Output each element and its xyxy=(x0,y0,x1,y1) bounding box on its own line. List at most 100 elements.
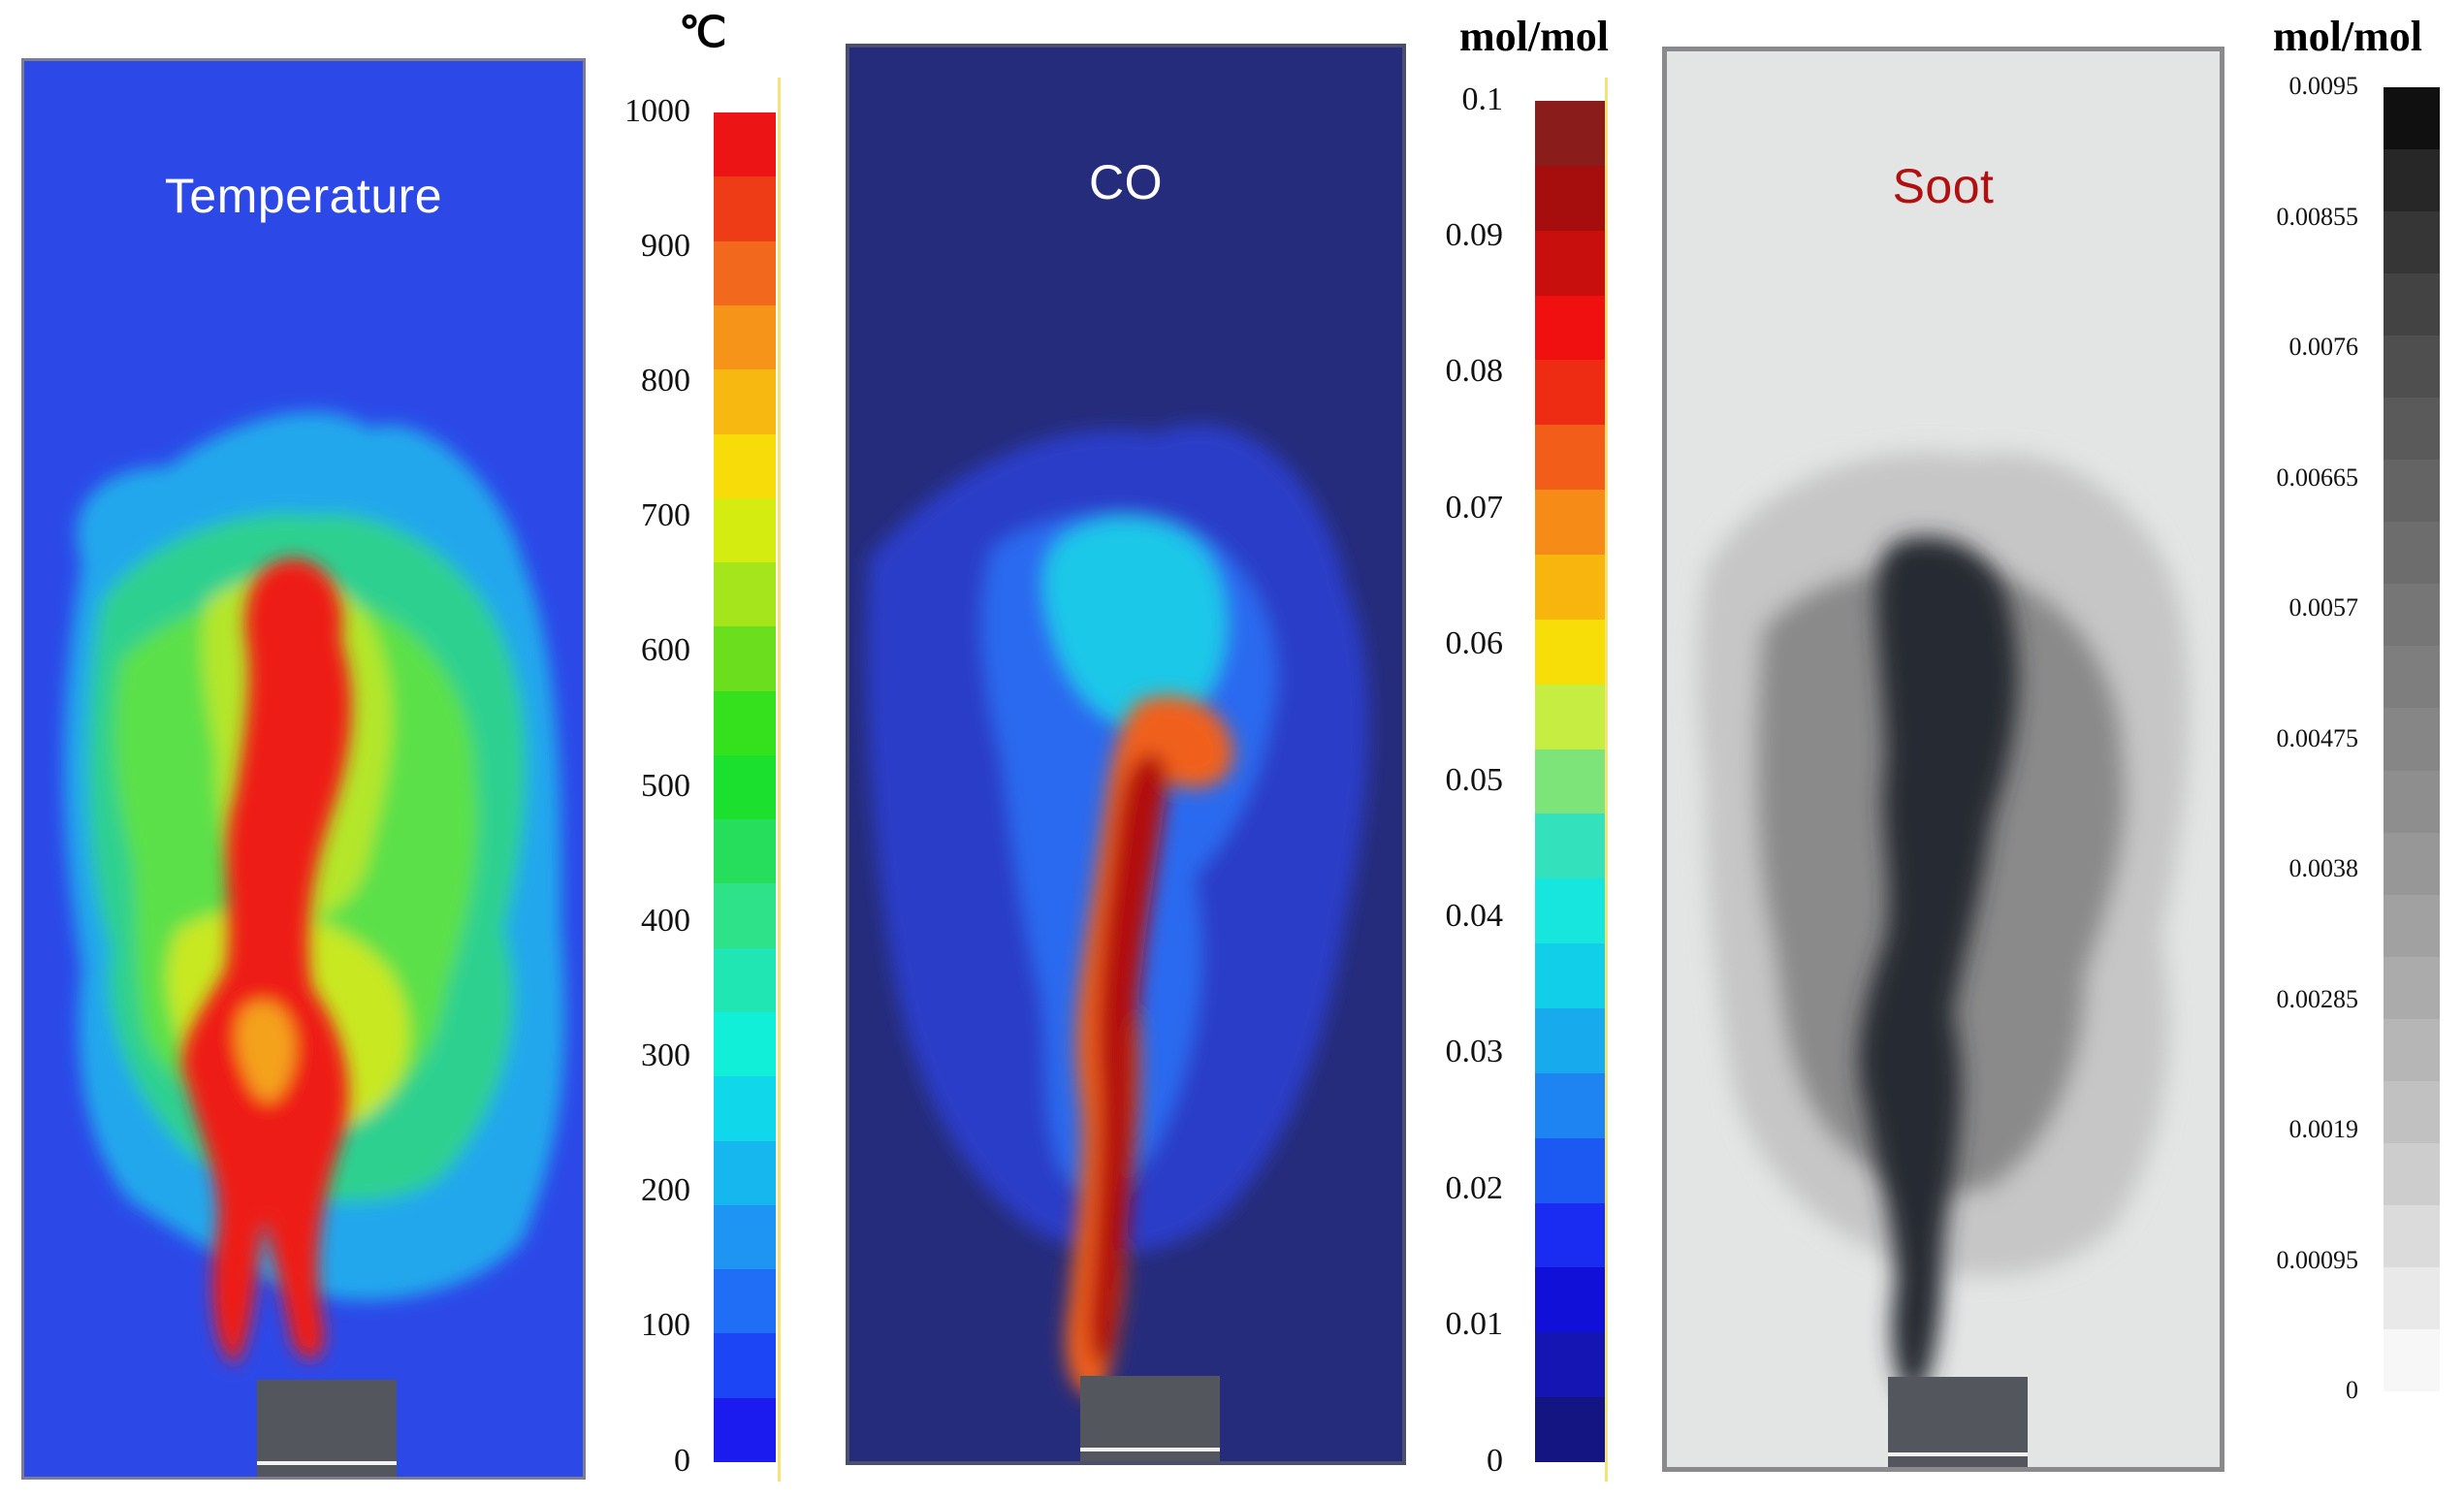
colorbar-segment xyxy=(2384,1080,2440,1143)
colorbar-segment xyxy=(1535,230,1605,296)
colorbar-segment xyxy=(714,1012,776,1077)
soot-field xyxy=(1697,452,2190,1400)
colorbar-tick-label: 600 xyxy=(641,632,690,669)
colorbar-tick-label: 300 xyxy=(641,1037,690,1073)
colorbar-segment xyxy=(714,883,776,948)
colorbar-tick-label: 0.0019 xyxy=(2288,1115,2359,1144)
colorbar-segment xyxy=(2384,335,2440,399)
colorbar-tick-label: 0 xyxy=(2346,1376,2358,1405)
colorbar-segment xyxy=(714,1397,776,1462)
temperature-contour-panel: Temperature xyxy=(21,58,586,1480)
colorbar-segment xyxy=(2384,708,2440,771)
colorbar-segment xyxy=(1535,749,1605,814)
co-colorbar xyxy=(1535,100,1605,1462)
colorbar-tick-label: 0.0076 xyxy=(2288,333,2359,362)
colorbar-segment xyxy=(1535,1332,1605,1398)
temperature-title: Temperature xyxy=(164,169,443,223)
colorbar-tick-label: 700 xyxy=(641,497,690,534)
co-contour-panel: CO xyxy=(846,44,1406,1465)
colorbar-segment xyxy=(714,304,776,370)
colorbar-tick-label: 0.06 xyxy=(1445,625,1504,662)
soot-colorbar-unit: mol/mol xyxy=(2273,13,2422,60)
colorbar-segment xyxy=(1535,1072,1605,1138)
colorbar-segment xyxy=(2384,832,2440,895)
colorbar-tick-label: 400 xyxy=(641,902,690,939)
colorbar-segment xyxy=(1535,813,1605,879)
colorbar-tick-label: 0.00665 xyxy=(2276,462,2359,492)
colorbar-segment xyxy=(1535,1007,1605,1073)
colorbar-segment xyxy=(2384,646,2440,709)
colorbar-tick-label: 800 xyxy=(641,363,690,399)
colorbar-tick-label: 500 xyxy=(641,767,690,804)
colorbar-segment xyxy=(714,176,776,241)
colorbar-tick-label: 0.08 xyxy=(1445,353,1504,390)
colorbar-segment xyxy=(1535,1202,1605,1268)
temperature-colorbar xyxy=(714,112,776,1462)
colorbar-tick-label: 0.0038 xyxy=(2288,854,2359,883)
colorbar-segment xyxy=(2384,211,2440,274)
colorbar-segment xyxy=(1535,1397,1605,1462)
burner xyxy=(1888,1377,2028,1467)
temperature-field xyxy=(63,411,565,1365)
colorbar-segment xyxy=(1535,1267,1605,1333)
burner xyxy=(257,1380,397,1477)
temperature-colorbar-unit: ℃ xyxy=(679,9,727,56)
colorbar-segment xyxy=(714,626,776,691)
soot-contour-panel: Soot xyxy=(1662,47,2224,1472)
colorbar-segment xyxy=(1535,878,1605,944)
colorbar-segment xyxy=(1535,1137,1605,1203)
soot-title: Soot xyxy=(1892,159,1995,213)
colorbar-segment xyxy=(2384,460,2440,523)
colorbar-segment xyxy=(714,754,776,820)
colorbar-tick-label: 0.02 xyxy=(1445,1169,1504,1206)
colorbar-segment xyxy=(714,112,776,177)
colorbar-segment xyxy=(2384,1018,2440,1081)
colorbar-tick-label: 0.0057 xyxy=(2288,593,2359,622)
colorbar-segment xyxy=(1535,295,1605,361)
colorbar-segment xyxy=(1535,943,1605,1008)
colorbar-segment xyxy=(1535,684,1605,750)
colorbar-segment xyxy=(714,1140,776,1205)
colorbar-tick-label: 0.00475 xyxy=(2276,723,2359,752)
colorbar-tick-label: 100 xyxy=(641,1307,690,1344)
colorbar-segment xyxy=(714,369,776,434)
colorbar-segment xyxy=(2384,894,2440,957)
colorbar-segment xyxy=(1535,554,1605,620)
colorbar-segment xyxy=(2384,1142,2440,1205)
colorbar-segment xyxy=(714,240,776,305)
colorbar-segment xyxy=(1535,165,1605,231)
co-title: CO xyxy=(1089,155,1163,209)
colorbar-tick-label: 900 xyxy=(641,227,690,264)
colorbar-segment xyxy=(714,1269,776,1334)
colorbar-segment xyxy=(2384,770,2440,833)
colorbar-tick-label: 1000 xyxy=(624,92,690,129)
colorbar-tick-label: 0.09 xyxy=(1445,217,1504,253)
soot-colorbar xyxy=(2384,87,2440,1391)
colorbar-segment xyxy=(1535,100,1605,166)
colorbar-segment xyxy=(2384,273,2440,336)
colorbar-segment xyxy=(1535,619,1605,685)
colorbar-segment xyxy=(2384,149,2440,212)
colorbar-segment xyxy=(2384,1204,2440,1267)
colorbar-segment xyxy=(1535,490,1605,555)
colorbar-edge xyxy=(1605,78,1608,1482)
colorbar-segment xyxy=(2384,87,2440,150)
colorbar-segment xyxy=(714,497,776,563)
colorbar-tick-label: 0.00855 xyxy=(2276,202,2359,231)
colorbar-segment xyxy=(2384,398,2440,461)
colorbar-segment xyxy=(714,690,776,755)
colorbar-tick-label: 0 xyxy=(1487,1442,1503,1479)
colorbar-segment xyxy=(2384,584,2440,647)
colorbar-segment xyxy=(2384,1266,2440,1329)
colorbar-segment xyxy=(714,947,776,1013)
colorbar-tick-label: 0.1 xyxy=(1461,80,1504,117)
colorbar-tick-label: 0.00095 xyxy=(2276,1245,2359,1274)
colorbar-tick-label: 0.03 xyxy=(1445,1034,1504,1070)
colorbar-segment xyxy=(2384,956,2440,1019)
colorbar-segment xyxy=(714,819,776,884)
colorbar-tick-label: 0.00285 xyxy=(2276,984,2359,1013)
colorbar-tick-label: 0.05 xyxy=(1445,761,1504,798)
colorbar-tick-label: 0.07 xyxy=(1445,489,1504,526)
colorbar-segment xyxy=(714,1076,776,1141)
co-colorbar-unit: mol/mol xyxy=(1459,13,1609,60)
